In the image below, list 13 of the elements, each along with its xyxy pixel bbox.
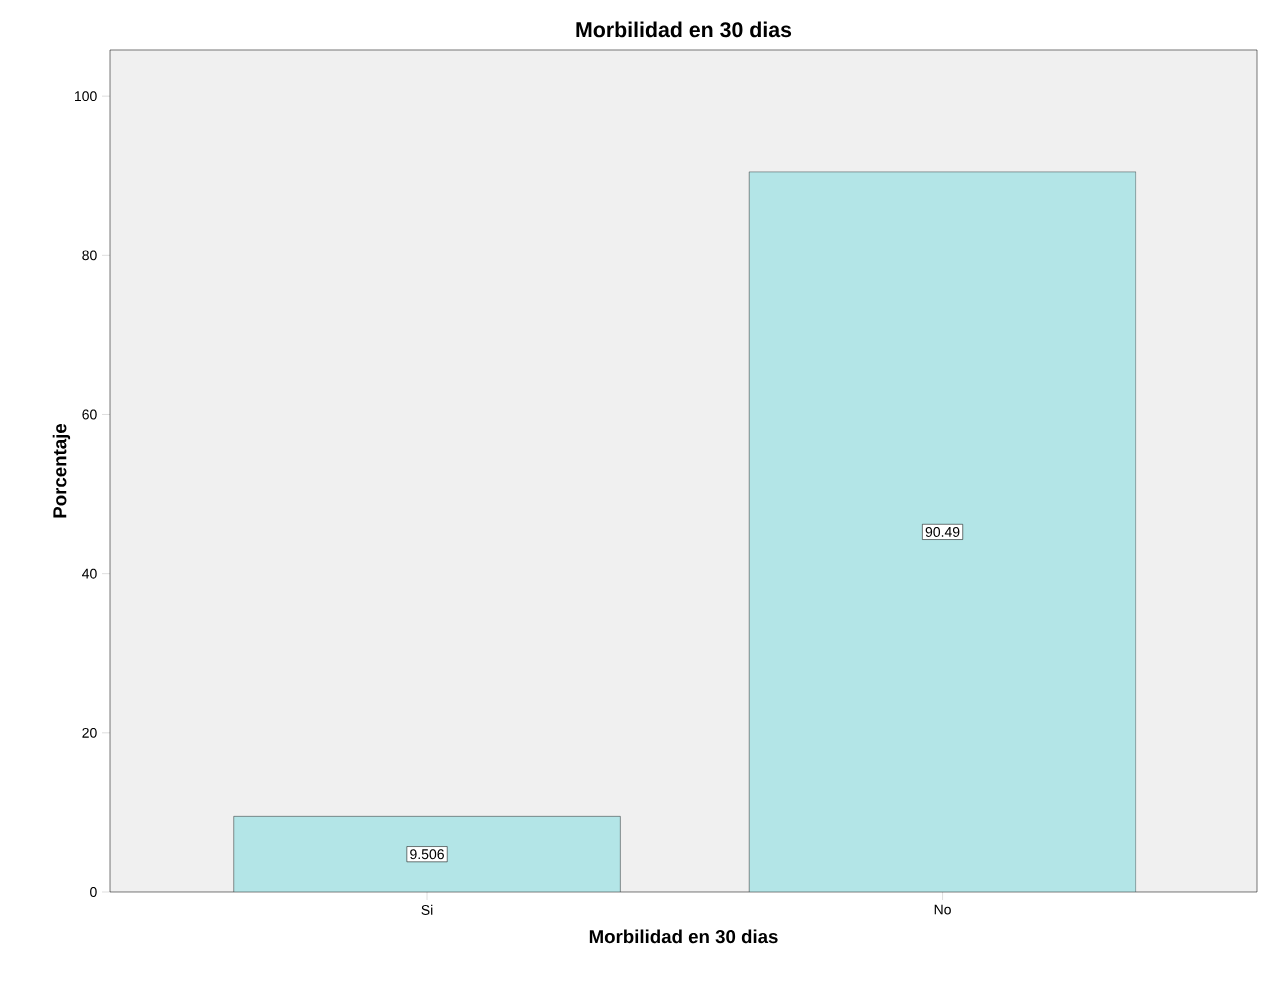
x-axis-title: Morbilidad en 30 dias <box>589 929 778 944</box>
chart-title: Morbilidad en 30 dias <box>576 21 792 38</box>
y-tick-label: 100 <box>75 91 97 102</box>
y-axis-title: Porcentaje <box>52 423 71 518</box>
x-tick-label: Si <box>421 904 433 915</box>
y-tick-label: 60 <box>82 409 97 420</box>
y-tick-label: 80 <box>82 250 97 261</box>
y-tick-label: 0 <box>90 887 97 897</box>
y-tick-label: 40 <box>82 568 97 579</box>
data-label: 9.506 <box>410 849 444 860</box>
data-label: 90.49 <box>925 526 960 537</box>
y-tick-label: 20 <box>82 727 97 738</box>
x-tick-label: No <box>934 904 951 915</box>
